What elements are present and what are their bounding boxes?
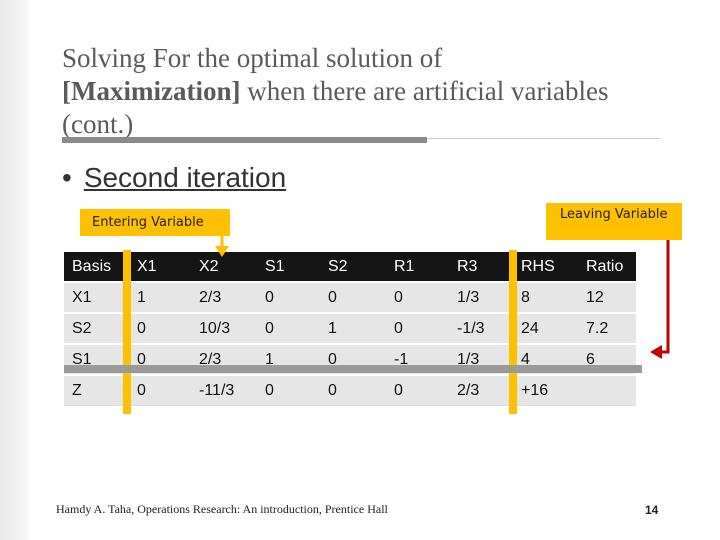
- title-bold-term: [Maximization]: [62, 76, 241, 106]
- table-cell: 0: [257, 313, 320, 345]
- table-cell: +16: [513, 375, 578, 406]
- table-row: S2 0 10/3 0 1 0 -1/3 24 7.2: [64, 313, 636, 345]
- title-line-2: when there are artificial variables: [240, 76, 609, 106]
- title-line-1: Solving For the optimal solution of: [62, 43, 443, 73]
- table-cell: 8: [513, 282, 578, 314]
- table-cell: 2/3: [449, 375, 513, 406]
- table-cell: S2: [64, 313, 129, 345]
- table-cell: 1: [129, 282, 191, 314]
- table-cell: 0: [257, 375, 320, 406]
- page-number: 14: [645, 503, 659, 517]
- bullet-item: • Second iteration: [62, 162, 286, 194]
- pivot-row-marker: [64, 365, 642, 373]
- header-cell: S1: [257, 252, 320, 283]
- header-cell: S2: [320, 252, 386, 283]
- table-cell: 2/3: [191, 282, 257, 314]
- table-cell: 0: [320, 282, 386, 314]
- slide-title: Solving For the optimal solution of [Max…: [62, 42, 682, 141]
- table-cell: 0: [320, 375, 386, 406]
- table-cell: 10/3: [191, 313, 257, 345]
- table-cell: 0: [257, 282, 320, 314]
- table-cell: 0: [386, 282, 449, 314]
- table-cell: -1/3: [449, 313, 513, 345]
- table-cell: 0: [386, 375, 449, 406]
- header-cell: R1: [386, 252, 449, 283]
- bullet-marker: •: [62, 162, 72, 193]
- table-cell: 0: [386, 313, 449, 345]
- header-cell: X2: [191, 252, 257, 283]
- entering-variable-callout: Entering Variable: [80, 209, 230, 236]
- simplex-table: Basis X1 X2 S1 S2 R1 R3 RHS Ratio X1 1 2…: [64, 252, 636, 406]
- table-header-row: Basis X1 X2 S1 S2 R1 R3 RHS Ratio: [64, 252, 636, 283]
- header-cell: X1: [129, 252, 191, 283]
- leaving-variable-callout: Leaving Variable: [546, 203, 682, 240]
- table-cell: X1: [64, 282, 129, 314]
- header-cell: Basis: [64, 252, 129, 283]
- pivot-column-marker-right: [509, 250, 517, 414]
- footer-citation: Hamdy A. Taha, Operations Research: An i…: [56, 502, 388, 516]
- table-cell: 12: [578, 282, 636, 314]
- table-row: X1 1 2/3 0 0 0 1/3 8 12: [64, 282, 636, 314]
- slide-left-bar: [0, 0, 28, 540]
- table-row-objective: Z 0 -11/3 0 0 0 2/3 +16: [64, 375, 636, 406]
- table-cell: [578, 375, 636, 406]
- table-cell: 1: [320, 313, 386, 345]
- table-cell: Z: [64, 375, 129, 406]
- bullet-text: Second iteration: [83, 162, 287, 193]
- table-cell: 0: [129, 313, 191, 345]
- table-cell: 1/3: [449, 282, 513, 314]
- header-cell: RHS: [513, 252, 578, 283]
- header-cell: Ratio: [578, 252, 636, 283]
- table-cell: 7.2: [578, 313, 636, 345]
- table-cell: -11/3: [191, 375, 257, 406]
- pivot-column-marker-left: [123, 250, 131, 414]
- title-divider-accent: [62, 137, 427, 143]
- table-cell: 0: [129, 375, 191, 406]
- table-cell: 24: [513, 313, 578, 345]
- title-line-3: (cont.): [62, 109, 134, 139]
- header-cell: R3: [449, 252, 513, 283]
